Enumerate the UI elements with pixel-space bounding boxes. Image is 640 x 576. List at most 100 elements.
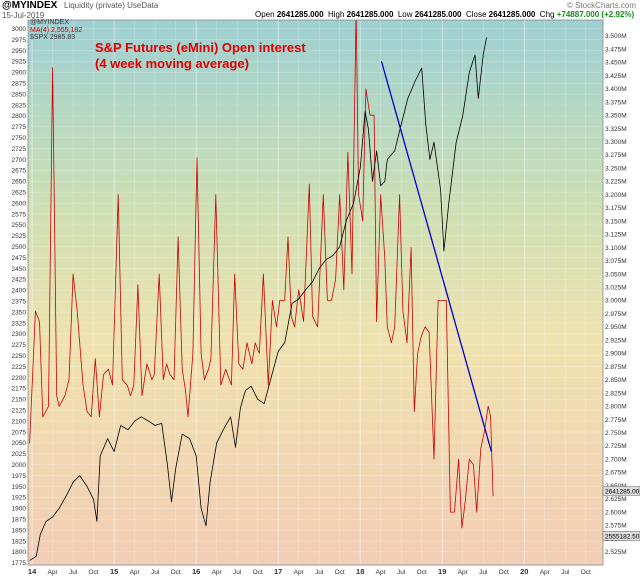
right-tick-label: 2.875M xyxy=(605,364,627,371)
x-axis: 14 Apr Jul Oct 15 Apr Jul Oct 16 Apr Jul Oct 17 Apr Ju… xyxy=(28,567,591,576)
x-tick-label: 19 xyxy=(438,567,446,576)
right-tick-label: 2.850M xyxy=(605,377,627,384)
left-tick-label: 2875 xyxy=(12,81,27,88)
left-tick-label: 2825 xyxy=(12,102,27,109)
left-axis: 1775 1800 1825 1850 1875 1900 1925 1950 1975 2000… xyxy=(12,26,27,567)
left-tick-label: 2700 xyxy=(12,157,27,164)
right-tick-label: 3.375M xyxy=(605,99,627,106)
right-tick-label: 2.675M xyxy=(605,470,627,477)
plot-background xyxy=(28,20,603,565)
left-tick-label: 2750 xyxy=(12,135,27,142)
right-tick-label: 2.975M xyxy=(605,311,627,318)
left-tick-label: 2775 xyxy=(12,124,27,131)
left-tick-label: 2500 xyxy=(12,244,27,251)
right-tick-label: 2.825M xyxy=(605,390,627,397)
x-tick-label: 16 xyxy=(192,567,200,576)
left-tick-label: 2900 xyxy=(12,70,27,77)
right-tick-label: 2.525M xyxy=(605,549,627,556)
x-tick-label: Oct xyxy=(253,569,263,576)
right-tick-label: 2.600M xyxy=(605,509,627,516)
x-tick-label: Apr xyxy=(540,569,551,576)
x-tick-label: Oct xyxy=(171,569,181,576)
right-axis: 2.525M2.550M2.575M2.600M2.625M2.650M2.67… xyxy=(605,33,627,556)
left-tick-label: 2375 xyxy=(12,299,27,306)
close-value: 2641285.000 xyxy=(488,10,536,19)
left-tick-label: 2400 xyxy=(12,288,27,295)
left-tick-label: 1800 xyxy=(12,549,27,556)
left-tick-label: 2125 xyxy=(12,408,27,415)
right-tick-label: 2.700M xyxy=(605,456,627,463)
right-tick-label: 3.250M xyxy=(605,165,627,172)
x-tick-label: Oct xyxy=(89,569,99,576)
left-tick-label: 1900 xyxy=(12,506,27,513)
right-tick-label: 3.175M xyxy=(605,205,627,212)
series-layer xyxy=(29,20,494,561)
left-tick-label: 1825 xyxy=(12,538,27,545)
right-tick-label: 2.775M xyxy=(605,417,627,424)
right-tick-label: 2.800M xyxy=(605,404,627,411)
right-tick-label: 2.625M xyxy=(605,496,627,503)
chg-label: Chg xyxy=(539,10,555,19)
left-tick-label: 2450 xyxy=(12,266,27,273)
left-tick-label: 2075 xyxy=(12,429,27,436)
x-tick-label: Oct xyxy=(499,569,509,576)
right-tick-label: 3.500M xyxy=(605,33,627,40)
left-tick-label: 1850 xyxy=(12,527,27,534)
right-tick-label: 3.275M xyxy=(605,152,627,159)
left-tick-label: 2800 xyxy=(12,113,27,120)
x-tick-label: Oct xyxy=(417,569,427,576)
legend: @MYINDEX MA(4) 2,555,182 $SPX 2985.83 xyxy=(30,19,82,42)
high-value: 2641285.000 xyxy=(346,10,394,19)
right-tick-label: 3.050M xyxy=(605,271,627,278)
legend-spx: $SPX 2985.83 xyxy=(30,34,76,41)
open-value: 2641285.000 xyxy=(276,10,324,19)
left-tick-label: 1925 xyxy=(12,495,27,502)
left-tick-label: 2050 xyxy=(12,440,27,447)
downtrend-line xyxy=(380,61,493,452)
left-tick-label: 2100 xyxy=(12,418,27,425)
right-tick-label: 2.750M xyxy=(605,430,627,437)
right-tick-label: 2.950M xyxy=(605,324,627,331)
spx-line xyxy=(29,37,487,561)
right-tick-label: 2.900M xyxy=(605,351,627,358)
ohlc-readout: Open 2641285.000 High 2641285.000 Low 26… xyxy=(255,10,634,19)
right-tick-label: 3.450M xyxy=(605,60,627,67)
x-tick-label: Apr xyxy=(212,569,223,576)
left-tick-label: 2300 xyxy=(12,331,27,338)
left-tick-label: 2175 xyxy=(12,386,27,393)
high-label: High xyxy=(327,10,345,19)
left-tick-label: 2200 xyxy=(12,375,27,382)
right-tick-label: 3.100M xyxy=(605,245,627,252)
right-tick-label: 3.300M xyxy=(605,139,627,146)
left-tick-label: 2150 xyxy=(12,397,27,404)
x-tick-label: Oct xyxy=(335,569,345,576)
chg-value: +74887.000 (+2.92%) xyxy=(556,10,635,19)
x-tick-label: 15 xyxy=(110,567,118,576)
right-tick-label: 3.000M xyxy=(605,298,627,305)
x-tick-label: Jul xyxy=(315,569,324,576)
right-tick-label: 3.475M xyxy=(605,46,627,53)
x-tick-label: 14 xyxy=(28,567,37,576)
right-tick-label: 3.150M xyxy=(605,218,627,225)
left-tick-label: 2475 xyxy=(12,255,27,262)
stockcharts-credit[interactable]: © StockCharts.com xyxy=(566,1,636,10)
x-tick-label: Jul xyxy=(233,569,242,576)
left-tick-label: 2975 xyxy=(12,37,27,44)
oi-ma4-line xyxy=(29,20,494,529)
x-tick-label: Jul xyxy=(69,569,78,576)
right-tick-label: 3.125M xyxy=(605,232,627,239)
x-tick-label: Apr xyxy=(48,569,59,576)
right-tick-label: 3.200M xyxy=(605,192,627,199)
left-tick-label: 2350 xyxy=(12,309,27,316)
left-tick-label: 2525 xyxy=(12,233,27,240)
left-tick-label: 2225 xyxy=(12,364,27,371)
chart-annotation: S&P Futures (eMini) Open interest (4 wee… xyxy=(95,40,306,72)
gridlines xyxy=(28,20,603,565)
low-label: Low xyxy=(397,10,413,19)
right-tick-label: 3.025M xyxy=(605,285,627,292)
left-tick-label: 2575 xyxy=(12,211,27,218)
left-tick-label: 2000 xyxy=(12,462,27,469)
chart-description: Liquidity (private) UseData xyxy=(64,1,159,10)
right-tick-label: 3.225M xyxy=(605,179,627,186)
